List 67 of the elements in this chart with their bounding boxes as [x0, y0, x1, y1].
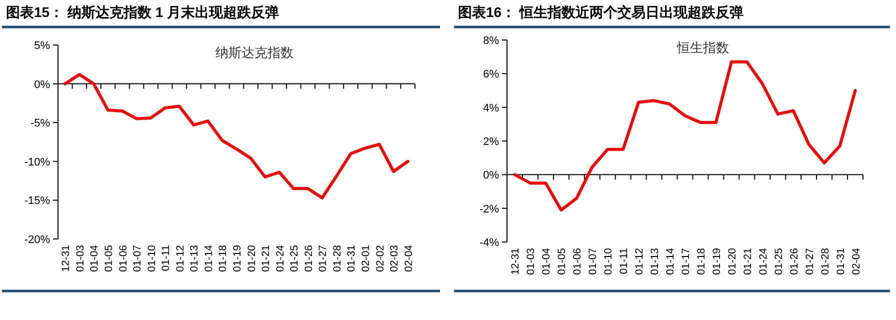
- x-tick-label: 01-03: [525, 248, 538, 275]
- x-tick-label: 02-04: [850, 248, 862, 275]
- x-tick-label: 01-11: [160, 244, 172, 272]
- x-tick-label: 01-07: [587, 248, 600, 275]
- y-tick-label: -5%: [30, 118, 50, 130]
- x-tick-label: 01-19: [232, 244, 244, 272]
- y-tick-label: 4%: [483, 102, 500, 114]
- x-tick-label: 01-20: [246, 244, 258, 272]
- y-tick-label: 5%: [34, 40, 50, 52]
- x-tick-label: 01-24: [274, 244, 286, 272]
- x-tick-label: 01-21: [260, 244, 272, 272]
- x-tick-label: 01-18: [217, 244, 230, 272]
- x-tick-label: 01-14: [664, 248, 677, 275]
- x-tick-label: 01-10: [602, 248, 615, 275]
- x-tick-label: 01-12: [174, 244, 186, 272]
- y-tick-label: -10%: [24, 156, 50, 168]
- y-tick-label: -20%: [24, 234, 50, 246]
- y-tick-label: -15%: [24, 195, 50, 208]
- y-tick-label: 6%: [483, 68, 500, 81]
- x-tick-label: 01-06: [572, 248, 584, 275]
- y-tick-label: 0%: [483, 170, 500, 182]
- series-label: 恒生指数: [676, 41, 729, 56]
- x-tick-label: 01-25: [288, 244, 301, 272]
- y-tick-label: 0%: [34, 78, 50, 91]
- x-tick-label: 01-11: [618, 248, 630, 274]
- x-tick-label: 01-26: [788, 248, 800, 275]
- x-tick-label: 12-31: [60, 244, 72, 272]
- x-tick-label: 01-10: [146, 244, 158, 272]
- y-tick-label: -4%: [479, 237, 500, 249]
- x-tick-label: 01-12: [634, 248, 646, 275]
- x-tick-label: 01-18: [695, 248, 708, 275]
- x-tick-label: 01-24: [757, 248, 770, 275]
- chart-title: 图表16： 恒生指数近两个交易日出现超跌反弹: [458, 4, 744, 20]
- x-tick-label: 01-13: [649, 248, 662, 275]
- x-tick-label: 01-20: [726, 248, 738, 275]
- x-tick-label: 01-05: [102, 244, 115, 272]
- x-tick-label: 02-04: [402, 244, 415, 272]
- x-tick-label: 01-28: [331, 244, 344, 272]
- x-tick-label: 01-25: [772, 248, 785, 275]
- x-tick-label: 01-03: [74, 244, 86, 272]
- x-tick-label: 01-17: [680, 248, 692, 275]
- x-tick-label: 01-06: [117, 244, 130, 272]
- x-tick-label: 01-26: [302, 244, 315, 272]
- text: 纳斯达克指数: [216, 46, 294, 61]
- x-tick-label: 01-27: [804, 248, 816, 275]
- x-tick-label: 02-03: [388, 244, 401, 272]
- x-tick-label: 01-28: [819, 248, 832, 275]
- x-tick-label: 01-27: [317, 244, 330, 272]
- x-tick-label: 01-07: [132, 244, 144, 272]
- y-tick-label: 2%: [483, 136, 500, 148]
- y-tick-label: 8%: [483, 35, 500, 47]
- x-tick-label: 01-14: [202, 244, 215, 272]
- chart-title: 图表15： 纳斯达克指数 1 月末出现超跌反弹: [6, 4, 280, 20]
- x-tick-label: 01-04: [540, 248, 553, 275]
- x-tick-label: 02-01: [360, 244, 372, 272]
- x-tick-label: 01-04: [88, 244, 101, 272]
- x-tick-label: 01-05: [556, 248, 568, 275]
- x-tick-label: 01-21: [742, 248, 754, 275]
- x-tick-label: 01-19: [710, 248, 723, 275]
- line-series: [513, 60, 857, 212]
- x-tick-label: 12-31: [510, 248, 522, 275]
- x-tick-label: 01-31: [346, 244, 358, 272]
- x-tick-label: 02-02: [374, 244, 386, 272]
- x-tick-label: 01-31: [834, 248, 847, 275]
- y-tick-label: -2%: [479, 203, 500, 216]
- line-series: [64, 72, 410, 200]
- x-tick-label: 01-13: [188, 244, 201, 272]
